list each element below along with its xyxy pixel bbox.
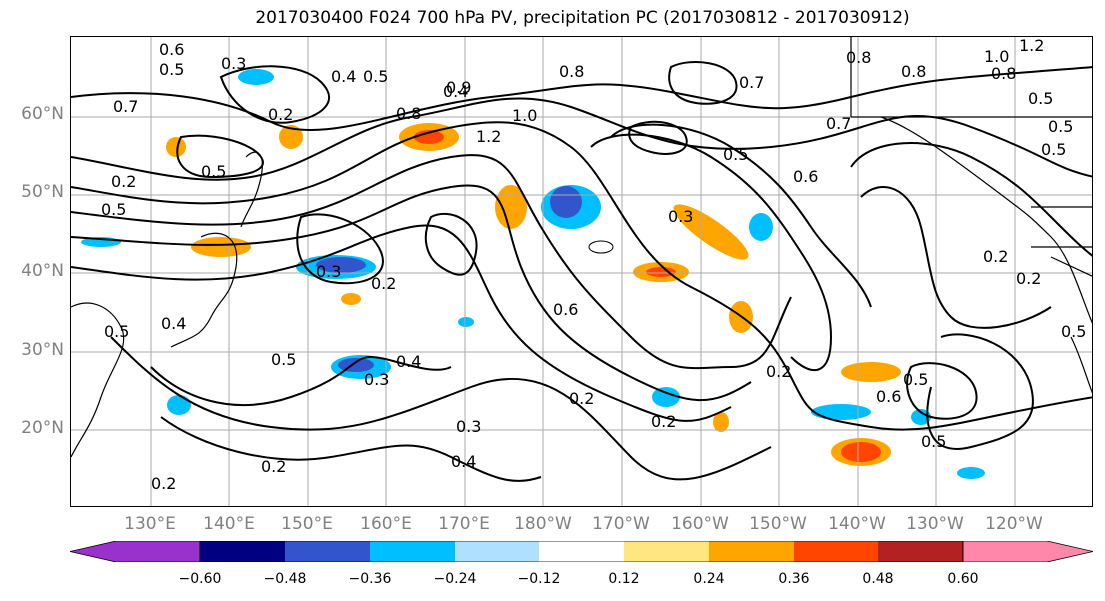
colorbar-extend-high bbox=[962, 541, 1093, 562]
lat-label-40n: 40°N bbox=[21, 261, 64, 281]
contour-label: 0.2 bbox=[261, 457, 286, 476]
lat-label-30n: 30°N bbox=[21, 340, 64, 360]
colorbar-tick: −0.24 bbox=[433, 571, 477, 587]
lon-label: 120°W bbox=[985, 514, 1043, 534]
colorbar-extend-low bbox=[70, 541, 201, 562]
colorbar-tick: −0.48 bbox=[263, 571, 307, 587]
colorbar bbox=[70, 541, 1093, 562]
map-panel: 0.6 0.5 0.3 0.4 0.5 0.7 0.2 0.8 0.9 0.4 … bbox=[70, 36, 1093, 507]
colorbar-tick: 0.48 bbox=[862, 571, 894, 587]
contour-label: 0.4 bbox=[396, 352, 421, 371]
colorbar-segment bbox=[794, 541, 878, 562]
coastlines bbox=[71, 37, 1092, 458]
contour-label: 0.2 bbox=[983, 247, 1008, 266]
contour-label: 0.2 bbox=[1016, 269, 1041, 288]
lon-label: 170°E bbox=[438, 514, 490, 534]
contour-label: 1.0 bbox=[984, 47, 1009, 66]
colorbar-segment bbox=[539, 541, 624, 562]
colorbar-tick: 0.60 bbox=[947, 571, 979, 587]
colorbar-segment bbox=[200, 541, 285, 562]
contour-label: 0.5 bbox=[1061, 322, 1086, 341]
lat-label-60n: 60°N bbox=[21, 104, 64, 124]
lon-label: 130°W bbox=[906, 514, 964, 534]
contour-label: 0.6 bbox=[793, 167, 818, 186]
contour-label: 0.9 bbox=[446, 78, 471, 97]
contour-labels: 0.6 0.5 0.3 0.4 0.5 0.7 0.2 0.8 0.9 0.4 … bbox=[101, 37, 1086, 493]
contour-label: 0.5 bbox=[271, 350, 296, 369]
lon-label: 180°W bbox=[514, 514, 572, 534]
lon-label: 160°E bbox=[360, 514, 412, 534]
contour-label: 1.2 bbox=[1019, 37, 1044, 55]
contour-label: 0.7 bbox=[826, 114, 851, 133]
lon-label: 140°W bbox=[828, 514, 886, 534]
contour-label: 0.8 bbox=[991, 64, 1016, 83]
contour-label: 0.8 bbox=[396, 104, 421, 123]
contour-label: 0.4 bbox=[443, 82, 468, 101]
lon-label: 130°E bbox=[124, 514, 176, 534]
colorbar-tick: −0.60 bbox=[178, 571, 222, 587]
contour-label: 0.5 bbox=[1048, 117, 1073, 136]
contour-label: 0.5 bbox=[1028, 89, 1053, 108]
lat-label-50n: 50°N bbox=[21, 182, 64, 202]
contour-label: 0.6 bbox=[876, 387, 901, 406]
contour-label: 0.4 bbox=[331, 67, 356, 86]
contour-label: 0.5 bbox=[903, 370, 928, 389]
contour-label: 1.2 bbox=[476, 127, 501, 146]
colorbar-tick: 0.36 bbox=[778, 571, 810, 587]
contour-label: 0.2 bbox=[268, 105, 293, 124]
lon-label: 150°W bbox=[749, 514, 807, 534]
contour-label: 0.3 bbox=[364, 370, 389, 389]
contour-label: 0.6 bbox=[553, 300, 578, 319]
contour-label: 0.2 bbox=[569, 389, 594, 408]
contour-label: 0.2 bbox=[766, 362, 791, 381]
contour-label: 0.8 bbox=[901, 62, 926, 81]
colorbar-segment bbox=[624, 541, 709, 562]
map-svg: 0.6 0.5 0.3 0.4 0.5 0.7 0.2 0.8 0.9 0.4 … bbox=[71, 37, 1092, 506]
contour-label: 0.5 bbox=[363, 67, 388, 86]
colorbar-segment bbox=[878, 541, 963, 562]
contour-label: 0.7 bbox=[739, 73, 764, 92]
contour-label: 0.5 bbox=[159, 60, 184, 79]
colorbar-segment bbox=[455, 541, 539, 562]
contour-label: 0.5 bbox=[201, 162, 226, 181]
contour-label: 0.5 bbox=[723, 145, 748, 164]
contour-label: 0.5 bbox=[1041, 140, 1066, 159]
contour-label: 0.2 bbox=[151, 474, 176, 493]
contour-label: 0.2 bbox=[651, 412, 676, 431]
contour-label: 0.2 bbox=[371, 274, 396, 293]
colorbar-tick: 0.24 bbox=[693, 571, 725, 587]
contour-label: 0.4 bbox=[161, 314, 186, 333]
contour-label: 0.5 bbox=[101, 200, 126, 219]
colorbar-segment bbox=[370, 541, 455, 562]
colorbar-tick: −0.36 bbox=[348, 571, 392, 587]
contour-label: 0.3 bbox=[221, 54, 246, 73]
colorbar-tick: −0.12 bbox=[517, 571, 561, 587]
lon-label: 170°W bbox=[592, 514, 650, 534]
lon-label: 150°E bbox=[281, 514, 333, 534]
contour-label: 0.3 bbox=[456, 417, 481, 436]
colorbar-segment bbox=[285, 541, 370, 562]
contour-label: 0.6 bbox=[159, 40, 184, 59]
contour-label: 0.3 bbox=[668, 207, 693, 226]
lon-label: 140°E bbox=[203, 514, 255, 534]
contour-label: 0.8 bbox=[846, 48, 871, 67]
contour-label: 0.3 bbox=[316, 262, 341, 281]
contour-label: 0.4 bbox=[451, 452, 476, 471]
contour-label: 0.5 bbox=[921, 432, 946, 451]
map-title: 2017030400 F024 700 hPa PV, precipitatio… bbox=[255, 8, 910, 28]
lat-label-20n: 20°N bbox=[21, 418, 64, 438]
contour-label: 0.5 bbox=[104, 322, 129, 341]
contour-label: 0.7 bbox=[113, 97, 138, 116]
lon-label: 160°W bbox=[671, 514, 729, 534]
contour-label: 1.0 bbox=[512, 106, 537, 125]
colorbar-tick: 0.12 bbox=[608, 571, 640, 587]
colorbar-segment bbox=[709, 541, 794, 562]
contour-label: 0.8 bbox=[559, 62, 584, 81]
pv-contours bbox=[71, 61, 1092, 482]
contour-label: 0.2 bbox=[111, 172, 136, 191]
